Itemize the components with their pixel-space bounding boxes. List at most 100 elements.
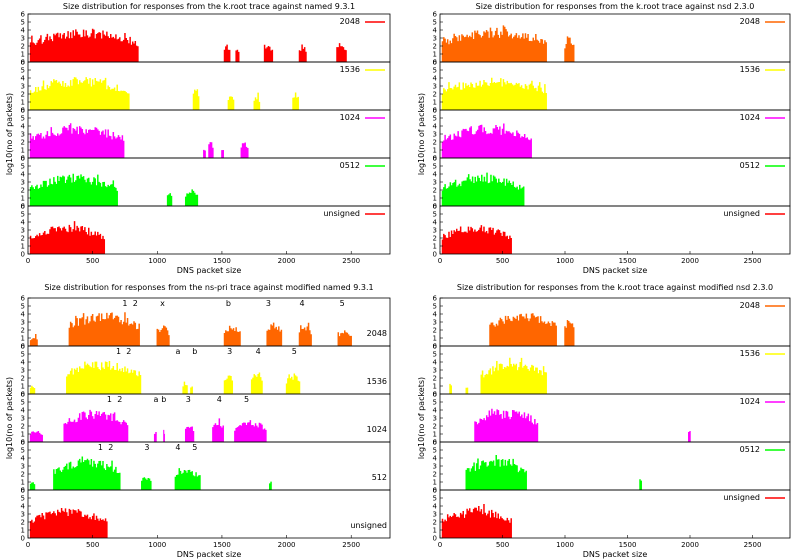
- bar-group-1024-5: [203, 149, 206, 158]
- y-tick-label: 4: [433, 406, 438, 414]
- y-tick-label: 3: [433, 178, 437, 186]
- annotation-label: 3: [266, 299, 271, 308]
- legend-label: 0512: [740, 161, 760, 170]
- bar-group-2048-6: [298, 322, 312, 346]
- annotation-label: 5: [244, 395, 249, 404]
- y-tick-label: 4: [433, 74, 438, 82]
- y-axis-label: log10(no of packets): [5, 377, 14, 459]
- y-tick-label: 3: [433, 82, 437, 90]
- bar-group-2048-2: [564, 36, 575, 62]
- y-tick-label: 5: [21, 398, 25, 406]
- y-tick-label: 3: [433, 130, 437, 138]
- y-tick-label: 2: [21, 234, 25, 242]
- y-tick-label: 0: [21, 250, 25, 258]
- bar-group-unsigned-1: [29, 221, 106, 254]
- annotation-label: 1: [107, 395, 112, 404]
- bar-group-1536-1: [441, 77, 547, 110]
- x-axis-label: DNS packet size: [177, 266, 242, 275]
- y-axis-label: log10(no of packets): [417, 93, 426, 175]
- chart-title: Size distribution for responses from the…: [457, 283, 773, 292]
- bar-group-512-4: [174, 468, 201, 490]
- bar-group-2048-5: [266, 322, 283, 346]
- y-tick-label: 3: [21, 226, 25, 234]
- bar-group-1536-2: [66, 361, 142, 394]
- y-tick-label: 1: [21, 50, 25, 58]
- bar-group-2048-6: [336, 43, 347, 62]
- annotation-label: 1: [122, 299, 127, 308]
- y-tick-label: 5: [433, 494, 437, 502]
- y-tick-label: 6: [21, 438, 26, 446]
- x-tick-label: 0: [26, 541, 30, 549]
- legend-label: unsigned: [723, 493, 760, 502]
- chart-title: Size distribution for responses from the…: [476, 2, 755, 11]
- x-axis-label: DNS packet size: [177, 550, 242, 559]
- y-tick-label: 3: [433, 510, 437, 518]
- y-tick-label: 2: [433, 234, 437, 242]
- bar-group-512-5: [269, 481, 272, 490]
- x-tick-label: 2500: [744, 257, 762, 265]
- y-tick-label: 2: [21, 326, 25, 334]
- y-tick-label: 5: [21, 494, 25, 502]
- bar-group-512-3: [141, 477, 152, 490]
- y-tick-label: 4: [21, 170, 26, 178]
- y-tick-label: 6: [433, 486, 438, 494]
- annotation-label: a: [154, 395, 159, 404]
- y-tick-label: 5: [433, 18, 437, 26]
- x-tick-label: 1000: [556, 541, 574, 549]
- y-tick-label: 2: [433, 326, 437, 334]
- bar-group-1024-4: [221, 149, 224, 158]
- bar-group-2048-4: [263, 44, 274, 62]
- y-tick-label: 4: [433, 502, 438, 510]
- y-tick-label: 0: [21, 58, 25, 66]
- y-tick-label: 6: [433, 294, 438, 302]
- bar-group-1024-1: [29, 431, 43, 442]
- y-tick-label: 2: [21, 518, 25, 526]
- y-tick-label: 4: [21, 122, 26, 130]
- annotation-label: x: [160, 299, 165, 308]
- bar-group-0512-3: [184, 189, 199, 206]
- y-tick-label: 0: [21, 438, 25, 446]
- bar-group-2048-7: [337, 330, 352, 346]
- y-tick-label: 5: [433, 162, 437, 170]
- bar-group-0512-1: [465, 455, 527, 490]
- legend-label: 0512: [740, 445, 760, 454]
- legend-label: 2048: [740, 301, 760, 310]
- y-tick-label: 6: [21, 10, 26, 18]
- y-tick-label: 5: [21, 350, 25, 358]
- chart-2: Size distribution for responses from the…: [417, 2, 791, 275]
- y-tick-label: 2: [21, 42, 25, 50]
- annotation-label: 1: [98, 443, 103, 452]
- y-tick-label: 4: [21, 218, 26, 226]
- y-tick-label: 6: [433, 342, 438, 350]
- bar-group-2048-2: [564, 319, 575, 346]
- bar-group-0512-2: [166, 193, 173, 206]
- y-tick-label: 2: [433, 374, 437, 382]
- bar-group-1024-3: [153, 431, 157, 442]
- y-tick-label: 1: [21, 382, 25, 390]
- x-tick-label: 2500: [342, 257, 360, 265]
- bar-group-unsigned-1: [441, 225, 512, 254]
- y-tick-label: 6: [21, 390, 26, 398]
- bar-group-1536-1: [449, 383, 452, 394]
- bar-group-2048-5: [298, 44, 307, 62]
- x-tick-label: 2000: [681, 541, 699, 549]
- annotation-label: b: [192, 347, 197, 356]
- annotation-label: 4: [217, 395, 222, 404]
- bar-group-1536-4: [190, 386, 193, 394]
- y-tick-label: 0: [21, 534, 25, 542]
- bar-group-1024-1: [29, 123, 125, 158]
- y-tick-label: 1: [433, 478, 437, 486]
- y-tick-label: 3: [433, 226, 437, 234]
- legend-label: 2048: [740, 17, 760, 26]
- bar-group-1536-3: [227, 96, 235, 110]
- y-tick-label: 2: [433, 518, 437, 526]
- y-tick-label: 0: [433, 438, 437, 446]
- y-tick-label: 2: [433, 186, 437, 194]
- y-tick-label: 5: [21, 114, 25, 122]
- y-tick-label: 1: [21, 98, 25, 106]
